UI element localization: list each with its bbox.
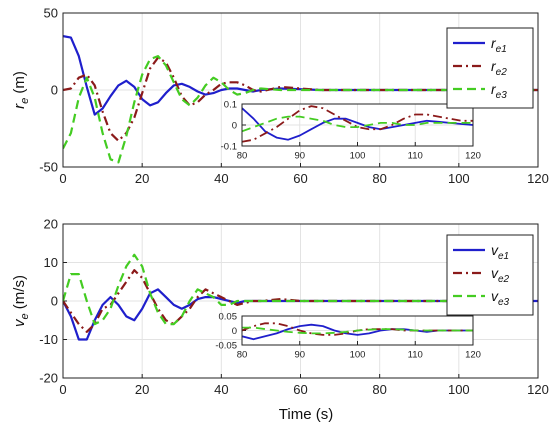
position-x-tick-label: 120 (527, 171, 549, 186)
velocity-inset-x-tick-label: 90 (294, 350, 305, 361)
x-axis-label: Time (s) (279, 406, 333, 423)
velocity-y-tick-label: -20 (39, 371, 58, 386)
position-inset-frame (241, 103, 474, 147)
velocity-legend-label-e3: ve3 (491, 288, 510, 308)
position-legend: re1 re2 re3 (446, 27, 534, 109)
velocity-x-tick-label: 20 (135, 382, 149, 397)
position-inset-y-tick-label: 0 (232, 120, 237, 131)
velocity-inset-x-tick-label: 100 (350, 350, 366, 361)
position-inset-x-tick-label: 80 (237, 151, 248, 162)
position-inset-x-tick-label: 100 (350, 151, 366, 162)
velocity-inset-y-tick-label: -0.05 (215, 340, 237, 351)
position-inset-y-tick-label: -0.1 (221, 141, 237, 152)
position-y-tick-label: -50 (39, 160, 58, 175)
position-legend-label-e2: re2 (491, 58, 507, 78)
position-x-tick-label: 100 (448, 171, 470, 186)
position-legend-label-e1: re1 (491, 35, 507, 55)
velocity-y-axis-label: ve (m/s) (11, 275, 31, 327)
velocity-inset-x-tick-label: 80 (237, 350, 248, 361)
velocity-legend: ve1 ve2 ve3 (446, 234, 534, 316)
velocity-x-tick-label: 120 (527, 382, 549, 397)
position-x-tick-label: 60 (293, 171, 307, 186)
velocity-series-e3-line (63, 253, 538, 326)
velocity-inset-series-e3-line (242, 326, 473, 335)
position-legend-box (446, 27, 534, 109)
position-y-axis-label: re (m) (11, 71, 31, 109)
velocity-inset-y-tick-label: 0 (232, 326, 237, 337)
position-inset-x-tick-label: 110 (408, 151, 423, 162)
position-inset-x-tick-label: 120 (465, 151, 481, 162)
position-y-tick-label: 50 (44, 6, 58, 21)
position-series-e3-line (63, 55, 538, 164)
position-x-tick-label: 40 (214, 171, 228, 186)
velocity-inset-frame (241, 315, 474, 346)
velocity-y-tick-label: 20 (44, 217, 58, 232)
position-inset-x-tick-label: 90 (294, 151, 305, 162)
position-x-tick-label: 0 (59, 171, 66, 186)
position-y-tick-label: 0 (51, 83, 58, 98)
velocity-inset-x-tick-label: 110 (408, 350, 423, 361)
position-inset-y-tick-label: 0.1 (224, 99, 237, 110)
velocity-legend-label-e1: ve1 (491, 242, 509, 262)
velocity-y-tick-label: -10 (39, 332, 58, 347)
velocity-inset-x-tick-label: 120 (465, 350, 481, 361)
velocity-inset: 80 90 100 110 120 0.05 0 -0.05 (215, 311, 481, 360)
velocity-y-tick-label: 0 (51, 294, 58, 309)
velocity-x-tick-label: 0 (59, 382, 66, 397)
velocity-legend-label-e2: ve2 (491, 265, 510, 285)
velocity-series-e1-line (63, 288, 538, 341)
velocity-x-tick-label: 40 (214, 382, 228, 397)
velocity-legend-box (446, 234, 534, 316)
position-x-tick-label: 20 (135, 171, 149, 186)
velocity-series-e2-line (63, 269, 538, 333)
position-plot-frame (62, 12, 539, 168)
position-legend-label-e3: re3 (491, 81, 507, 101)
position-inset-series-e3-line (242, 115, 473, 133)
position-inset-series-e2-line (242, 105, 473, 143)
velocity-x-tick-label: 60 (293, 382, 307, 397)
velocity-x-tick-label: 100 (448, 382, 470, 397)
position-x-tick-label: 80 (372, 171, 386, 186)
position-series-e2-line (63, 56, 538, 142)
position-inset: 80 90 100 110 120 0.1 0 -0.1 (221, 99, 481, 161)
velocity-x-tick-label: 80 (372, 382, 386, 397)
velocity-inset-y-tick-label: 0.05 (219, 311, 238, 322)
velocity-y-tick-label: 10 (44, 255, 58, 270)
velocity-plot-frame (62, 223, 539, 379)
position-inset-series-e1-line (242, 107, 473, 141)
